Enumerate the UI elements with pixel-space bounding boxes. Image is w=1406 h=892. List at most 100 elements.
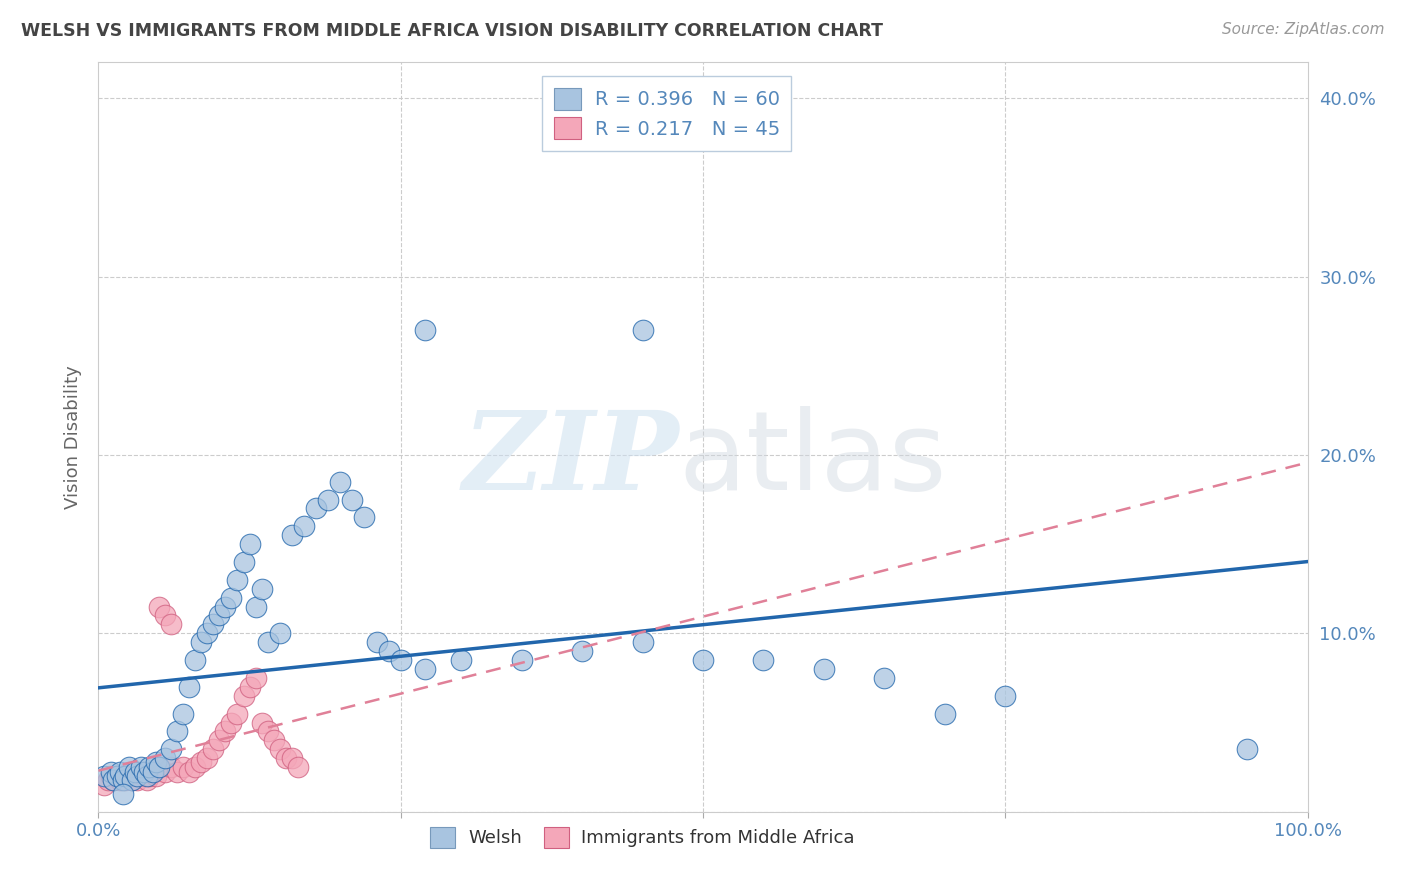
- Point: [214, 599, 236, 614]
- Point: [135, 772, 157, 787]
- Point: [873, 671, 896, 685]
- Point: [1236, 742, 1258, 756]
- Point: [184, 760, 207, 774]
- Point: [121, 772, 143, 787]
- Point: [108, 765, 131, 780]
- Point: [221, 715, 243, 730]
- Point: [631, 323, 654, 337]
- Point: [118, 760, 141, 774]
- Point: [135, 769, 157, 783]
- Text: atlas: atlas: [679, 406, 948, 513]
- Point: [245, 671, 267, 685]
- Point: [239, 680, 262, 694]
- Point: [138, 769, 160, 783]
- Point: [134, 769, 156, 783]
- Point: [129, 760, 152, 774]
- Point: [413, 662, 436, 676]
- Point: [179, 680, 201, 694]
- Point: [202, 742, 225, 756]
- Point: [97, 772, 120, 787]
- Point: [148, 760, 170, 774]
- Point: [256, 635, 278, 649]
- Point: [510, 653, 533, 667]
- Point: [202, 617, 225, 632]
- Point: [366, 635, 388, 649]
- Point: [226, 573, 249, 587]
- Point: [114, 769, 136, 783]
- Point: [138, 760, 160, 774]
- Point: [195, 751, 218, 765]
- Point: [127, 772, 149, 787]
- Point: [148, 760, 170, 774]
- Point: [114, 772, 136, 787]
- Point: [160, 742, 183, 756]
- Point: [274, 751, 297, 765]
- Point: [101, 772, 124, 787]
- Point: [263, 733, 285, 747]
- Point: [413, 323, 436, 337]
- Point: [172, 706, 194, 721]
- Point: [692, 653, 714, 667]
- Point: [121, 772, 143, 787]
- Point: [179, 765, 201, 780]
- Point: [342, 492, 364, 507]
- Point: [353, 510, 375, 524]
- Point: [160, 617, 183, 632]
- Point: [111, 787, 134, 801]
- Point: [221, 591, 243, 605]
- Point: [93, 778, 115, 792]
- Point: [752, 653, 775, 667]
- Point: [226, 706, 249, 721]
- Point: [232, 689, 254, 703]
- Point: [316, 492, 339, 507]
- Point: [166, 765, 188, 780]
- Point: [190, 635, 212, 649]
- Point: [160, 760, 183, 774]
- Point: [232, 555, 254, 569]
- Point: [100, 765, 122, 780]
- Point: [934, 706, 956, 721]
- Point: [269, 626, 291, 640]
- Point: [214, 724, 236, 739]
- Point: [305, 501, 328, 516]
- Point: [166, 724, 188, 739]
- Point: [111, 772, 134, 787]
- Point: [172, 760, 194, 774]
- Point: [208, 733, 231, 747]
- Point: [281, 751, 304, 765]
- Point: [108, 772, 131, 787]
- Point: [184, 653, 207, 667]
- Point: [105, 769, 128, 783]
- Point: [239, 537, 262, 551]
- Point: [124, 765, 146, 780]
- Point: [994, 689, 1017, 703]
- Point: [281, 528, 304, 542]
- Point: [153, 765, 176, 780]
- Point: [377, 644, 399, 658]
- Point: [111, 769, 134, 783]
- Y-axis label: Vision Disability: Vision Disability: [65, 365, 83, 509]
- Point: [329, 475, 352, 489]
- Point: [631, 635, 654, 649]
- Point: [292, 519, 315, 533]
- Point: [450, 653, 472, 667]
- Point: [269, 742, 291, 756]
- Point: [813, 662, 835, 676]
- Point: [250, 715, 273, 730]
- Point: [148, 599, 170, 614]
- Point: [142, 765, 165, 780]
- Point: [250, 582, 273, 596]
- Point: [287, 760, 309, 774]
- Point: [190, 755, 212, 769]
- Point: [134, 765, 156, 780]
- Point: [105, 769, 128, 783]
- Point: [129, 765, 152, 780]
- Point: [100, 769, 122, 783]
- Text: WELSH VS IMMIGRANTS FROM MIDDLE AFRICA VISION DISABILITY CORRELATION CHART: WELSH VS IMMIGRANTS FROM MIDDLE AFRICA V…: [21, 22, 883, 40]
- Point: [101, 772, 124, 787]
- Legend: Welsh, Immigrants from Middle Africa: Welsh, Immigrants from Middle Africa: [423, 820, 862, 855]
- Point: [145, 769, 167, 783]
- Point: [124, 769, 146, 783]
- Point: [153, 751, 176, 765]
- Point: [127, 769, 149, 783]
